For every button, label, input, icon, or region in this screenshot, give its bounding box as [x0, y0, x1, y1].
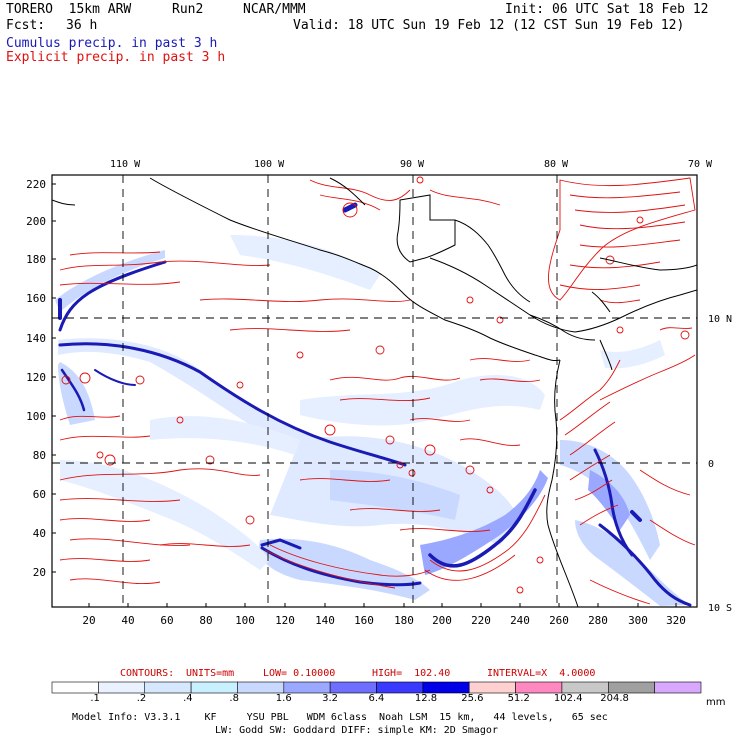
- lat-label-0: 0: [708, 459, 714, 470]
- x-tick-label: 300: [628, 614, 648, 627]
- colorbar-unit: mm: [706, 697, 726, 708]
- contours-interval: INTERVAL=X 4.0000: [487, 668, 596, 679]
- colorbar-label: .1: [90, 693, 100, 704]
- lon-label-100w: 100 W: [254, 159, 285, 170]
- colorbar-swatch: [422, 681, 470, 694]
- colorbar-swatch: [237, 681, 285, 694]
- footer-physics: LW: Godd SW: Goddard DIFF: simple KM: 2D…: [215, 725, 498, 736]
- header-fcst-value: 36 h: [66, 18, 98, 33]
- contours-units: UNITS=mm: [186, 668, 235, 679]
- x-tick-label: 220: [471, 614, 491, 627]
- y-tick-label: 160: [26, 292, 46, 305]
- y-tick-label: 40: [33, 527, 46, 540]
- cumulus-band-lines: [58, 202, 692, 607]
- x-tick-label: 80: [199, 614, 212, 627]
- colorbar-label: 102.4: [553, 693, 583, 704]
- header-model: TORERO 15km ARW: [6, 2, 132, 17]
- colorbar-label: 6.4: [368, 693, 385, 704]
- legend-cumulus: Cumulus precip. in past 3 h: [6, 36, 218, 51]
- x-tick-label: 120: [275, 614, 295, 627]
- x-tick-label: 100: [235, 614, 255, 627]
- x-tick-label: 20: [82, 614, 95, 627]
- colorbar-label: .8: [229, 693, 239, 704]
- header-run: Run2: [172, 2, 204, 17]
- y-tick-label: 200: [26, 215, 46, 228]
- x-tick-label: 200: [432, 614, 452, 627]
- x-tick-label: 140: [315, 614, 335, 627]
- x-tick-label: 180: [394, 614, 414, 627]
- header-org: NCAR/MMM: [243, 2, 306, 17]
- colorbar-swatch: [190, 681, 238, 694]
- x-tick-label: 280: [588, 614, 608, 627]
- x-tick-label: 260: [549, 614, 569, 627]
- coastlines: [52, 177, 697, 607]
- header-fcst-label: Fcst:: [6, 18, 46, 33]
- colorbar-label: 25.6: [461, 693, 484, 704]
- y-tick-label: 80: [33, 449, 46, 462]
- colorbar-label: .2: [136, 693, 147, 704]
- lon-label-70w: 70 W: [688, 159, 713, 170]
- x-tick-label: 160: [354, 614, 374, 627]
- colorbar-swatch: [654, 681, 702, 694]
- y-tick-label: 100: [26, 410, 46, 423]
- axis-ticks: [52, 183, 677, 607]
- colorbar-swatch: [51, 681, 99, 694]
- contours-high: HIGH= 102.40: [372, 668, 451, 679]
- colorbar-swatch: [607, 681, 655, 694]
- colorbar-swatch: [376, 681, 424, 694]
- colorbar-swatch: [515, 681, 563, 694]
- y-tick-label: 220: [26, 178, 46, 191]
- y-tick-label: 140: [26, 332, 46, 345]
- colorbar-swatch: [283, 681, 331, 694]
- colorbar-swatch: [98, 681, 146, 694]
- lon-label-110w: 110 W: [110, 159, 141, 170]
- colorbar: [51, 681, 702, 694]
- x-tick-label: 320: [666, 614, 686, 627]
- graticule: [52, 175, 697, 607]
- colorbar-label: 51.2: [507, 693, 530, 704]
- colorbar-label: 12.8: [414, 693, 438, 704]
- y-tick-label: 20: [33, 566, 46, 579]
- x-tick-label: 40: [121, 614, 134, 627]
- colorbar-label: 3.2: [322, 693, 339, 704]
- colorbar-swatch: [329, 681, 377, 694]
- colorbar-label: 204.8: [600, 693, 629, 704]
- lon-label-80w: 80 W: [544, 159, 569, 170]
- contours-title: CONTOURS:: [120, 668, 175, 679]
- colorbar-label: .4: [183, 693, 193, 704]
- legend-explicit: Explicit precip. in past 3 h: [6, 50, 226, 65]
- colorbar-swatch: [468, 681, 516, 694]
- y-tick-label: 60: [33, 488, 46, 501]
- x-tick-label: 60: [160, 614, 173, 627]
- x-tick-label: 240: [510, 614, 530, 627]
- colorbar-swatch: [144, 681, 192, 694]
- explicit-precip-contours: [59, 176, 696, 605]
- lon-label-90w: 90 W: [400, 159, 425, 170]
- footer-model-info: Model Info: V3.3.1 KF YSU PBL WDM 6class…: [72, 712, 608, 723]
- lat-label-10s: 10 S: [708, 603, 732, 614]
- colorbar-label: 1.6: [275, 693, 292, 704]
- header-init: Init: 06 UTC Sat 18 Feb 12: [505, 2, 709, 17]
- contours-low: LOW= 0.10000: [263, 668, 336, 679]
- y-tick-label: 120: [26, 371, 46, 384]
- y-tick-label: 180: [26, 253, 46, 266]
- colorbar-swatch: [561, 681, 609, 694]
- header-valid: Valid: 18 UTC Sun 19 Feb 12 (12 CST Sun …: [293, 18, 685, 33]
- lat-label-10n: 10 N: [708, 314, 732, 325]
